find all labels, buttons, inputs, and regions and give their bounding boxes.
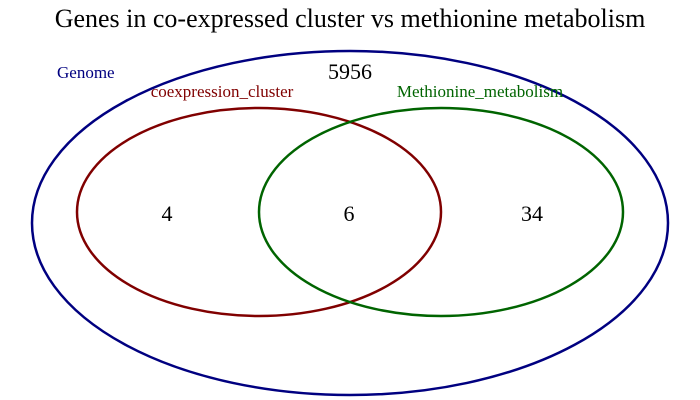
count-cluster-only: 4: [162, 201, 173, 226]
diagram-title: Genes in co-expressed cluster vs methion…: [55, 4, 646, 33]
count-outside: 5956: [328, 59, 372, 84]
genome-ellipse: [30, 49, 670, 397]
methionine-metabolism-ellipse: [257, 106, 625, 318]
coexpression-cluster-label: coexpression_cluster: [151, 82, 294, 101]
coexpression-cluster-ellipse: [75, 106, 443, 318]
methionine-metabolism-label: Methionine_metabolism: [397, 82, 563, 101]
genome-label: Genome: [57, 63, 115, 82]
count-intersection: 6: [344, 201, 355, 226]
count-methionine-only: 34: [521, 201, 543, 226]
